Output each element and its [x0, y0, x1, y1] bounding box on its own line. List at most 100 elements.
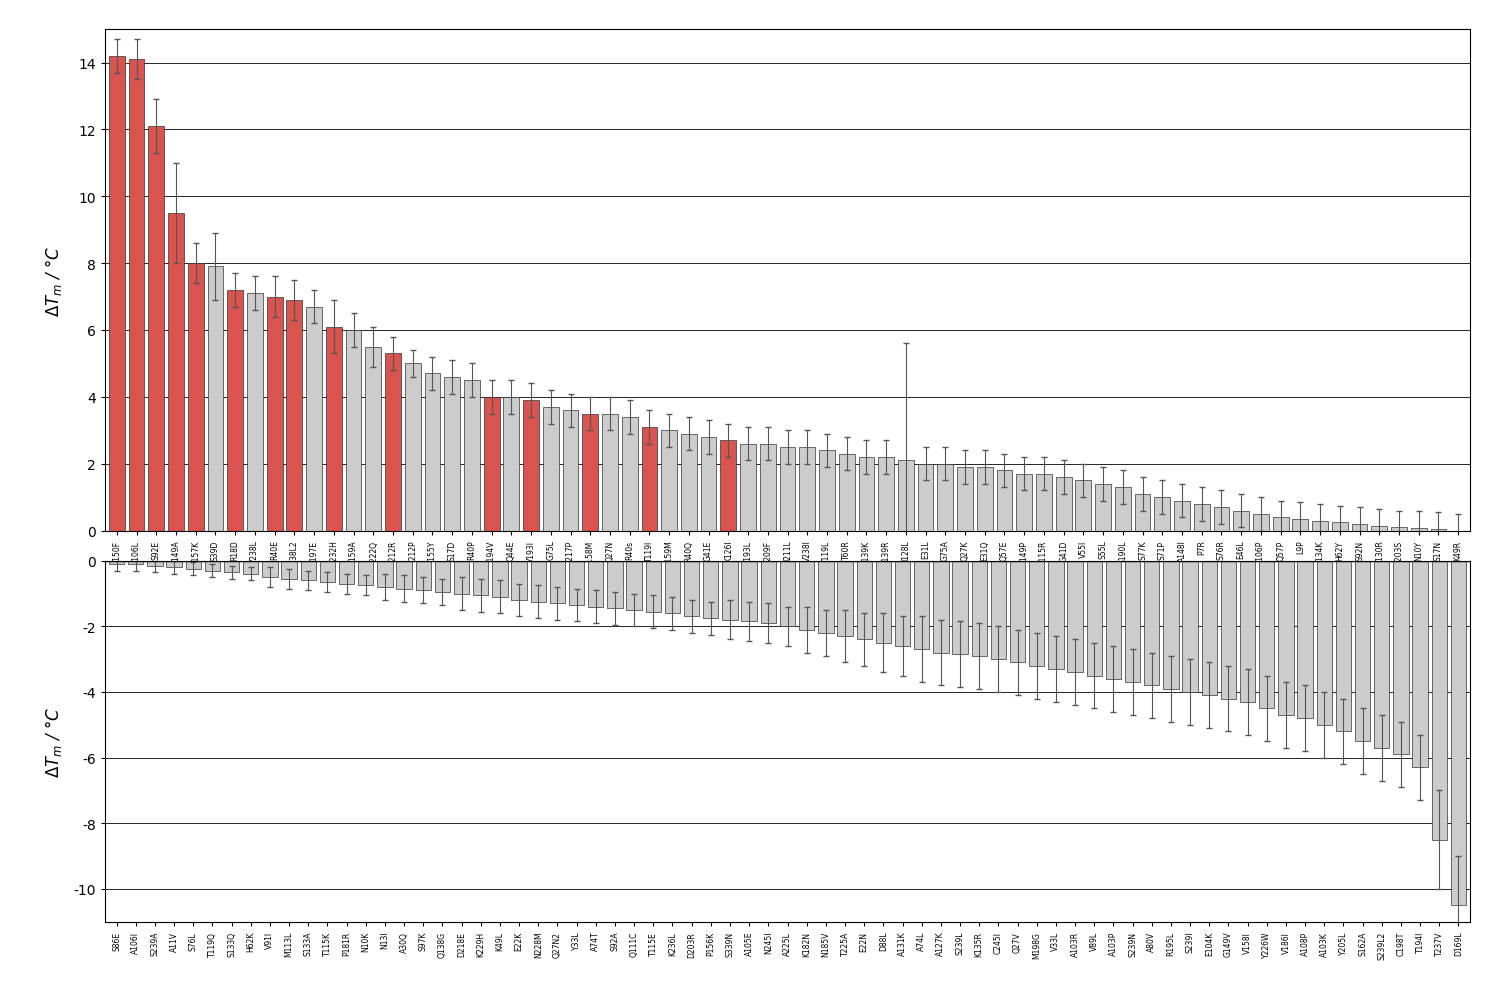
- Bar: [1278, 561, 1293, 715]
- Bar: [1431, 529, 1446, 531]
- Bar: [1029, 561, 1044, 666]
- Bar: [1144, 561, 1160, 685]
- Bar: [168, 213, 184, 531]
- Bar: [976, 468, 993, 531]
- Bar: [1164, 561, 1179, 689]
- Y-axis label: $\Delta T_m$ / °C: $\Delta T_m$ / °C: [44, 705, 64, 778]
- Bar: [1106, 561, 1120, 679]
- Bar: [424, 374, 441, 531]
- Bar: [839, 454, 855, 531]
- Bar: [1450, 561, 1466, 906]
- Bar: [741, 561, 758, 622]
- Bar: [306, 308, 322, 531]
- Bar: [286, 301, 303, 531]
- Bar: [972, 561, 987, 656]
- Bar: [396, 561, 411, 589]
- Bar: [1412, 528, 1426, 531]
- Bar: [856, 561, 871, 640]
- Bar: [588, 561, 603, 607]
- Bar: [780, 561, 795, 626]
- Bar: [282, 561, 297, 579]
- Bar: [224, 561, 238, 572]
- Bar: [1017, 474, 1032, 531]
- Bar: [662, 431, 676, 531]
- Bar: [483, 398, 500, 531]
- Bar: [1413, 561, 1428, 768]
- Bar: [562, 411, 579, 531]
- Bar: [376, 561, 393, 587]
- Bar: [207, 268, 224, 531]
- Bar: [531, 561, 546, 602]
- Bar: [1010, 561, 1025, 662]
- Bar: [642, 428, 657, 531]
- Bar: [876, 561, 891, 643]
- Bar: [740, 444, 756, 531]
- Bar: [1272, 518, 1288, 531]
- Bar: [837, 561, 852, 636]
- Bar: [1036, 474, 1052, 531]
- Bar: [1233, 511, 1250, 531]
- Bar: [1312, 521, 1328, 531]
- Bar: [204, 561, 220, 571]
- Bar: [800, 561, 814, 630]
- Bar: [1317, 561, 1332, 725]
- Bar: [166, 561, 182, 568]
- Bar: [326, 328, 342, 531]
- Bar: [896, 561, 910, 646]
- Bar: [1174, 501, 1190, 531]
- Bar: [1214, 508, 1230, 531]
- Bar: [1068, 561, 1083, 672]
- Bar: [1202, 561, 1216, 695]
- Bar: [819, 451, 836, 531]
- Bar: [1332, 523, 1347, 531]
- Bar: [704, 561, 718, 618]
- Bar: [700, 438, 717, 531]
- Bar: [1240, 561, 1256, 702]
- Bar: [128, 561, 144, 564]
- Bar: [914, 561, 930, 649]
- Bar: [386, 354, 400, 531]
- Bar: [938, 464, 952, 531]
- Bar: [524, 401, 538, 531]
- Bar: [1086, 561, 1102, 676]
- Bar: [1194, 504, 1209, 531]
- Bar: [1134, 494, 1150, 531]
- Bar: [320, 561, 334, 582]
- Bar: [339, 561, 354, 584]
- Bar: [1048, 561, 1064, 669]
- Bar: [918, 464, 933, 531]
- Bar: [416, 561, 430, 590]
- Bar: [933, 561, 948, 653]
- Bar: [1056, 478, 1071, 531]
- Bar: [1298, 561, 1312, 718]
- Bar: [129, 60, 144, 531]
- Bar: [1095, 484, 1112, 531]
- Bar: [110, 561, 125, 564]
- Bar: [454, 561, 470, 594]
- Bar: [602, 414, 618, 531]
- Bar: [435, 561, 450, 592]
- Bar: [243, 561, 258, 574]
- Bar: [1221, 561, 1236, 698]
- Bar: [345, 331, 362, 531]
- Bar: [1390, 528, 1407, 531]
- Bar: [444, 378, 460, 531]
- Bar: [405, 364, 420, 531]
- Bar: [645, 561, 662, 612]
- Bar: [582, 414, 598, 531]
- Bar: [780, 448, 795, 531]
- Bar: [1155, 498, 1170, 531]
- Bar: [622, 418, 638, 531]
- Bar: [1258, 561, 1275, 708]
- Bar: [464, 381, 480, 531]
- Bar: [1354, 561, 1371, 741]
- Bar: [720, 441, 736, 531]
- Bar: [760, 561, 776, 623]
- Bar: [267, 298, 282, 531]
- Bar: [608, 561, 622, 608]
- Bar: [110, 57, 125, 531]
- Bar: [188, 264, 204, 531]
- Bar: [1293, 519, 1308, 531]
- Bar: [1352, 524, 1368, 531]
- Bar: [898, 461, 914, 531]
